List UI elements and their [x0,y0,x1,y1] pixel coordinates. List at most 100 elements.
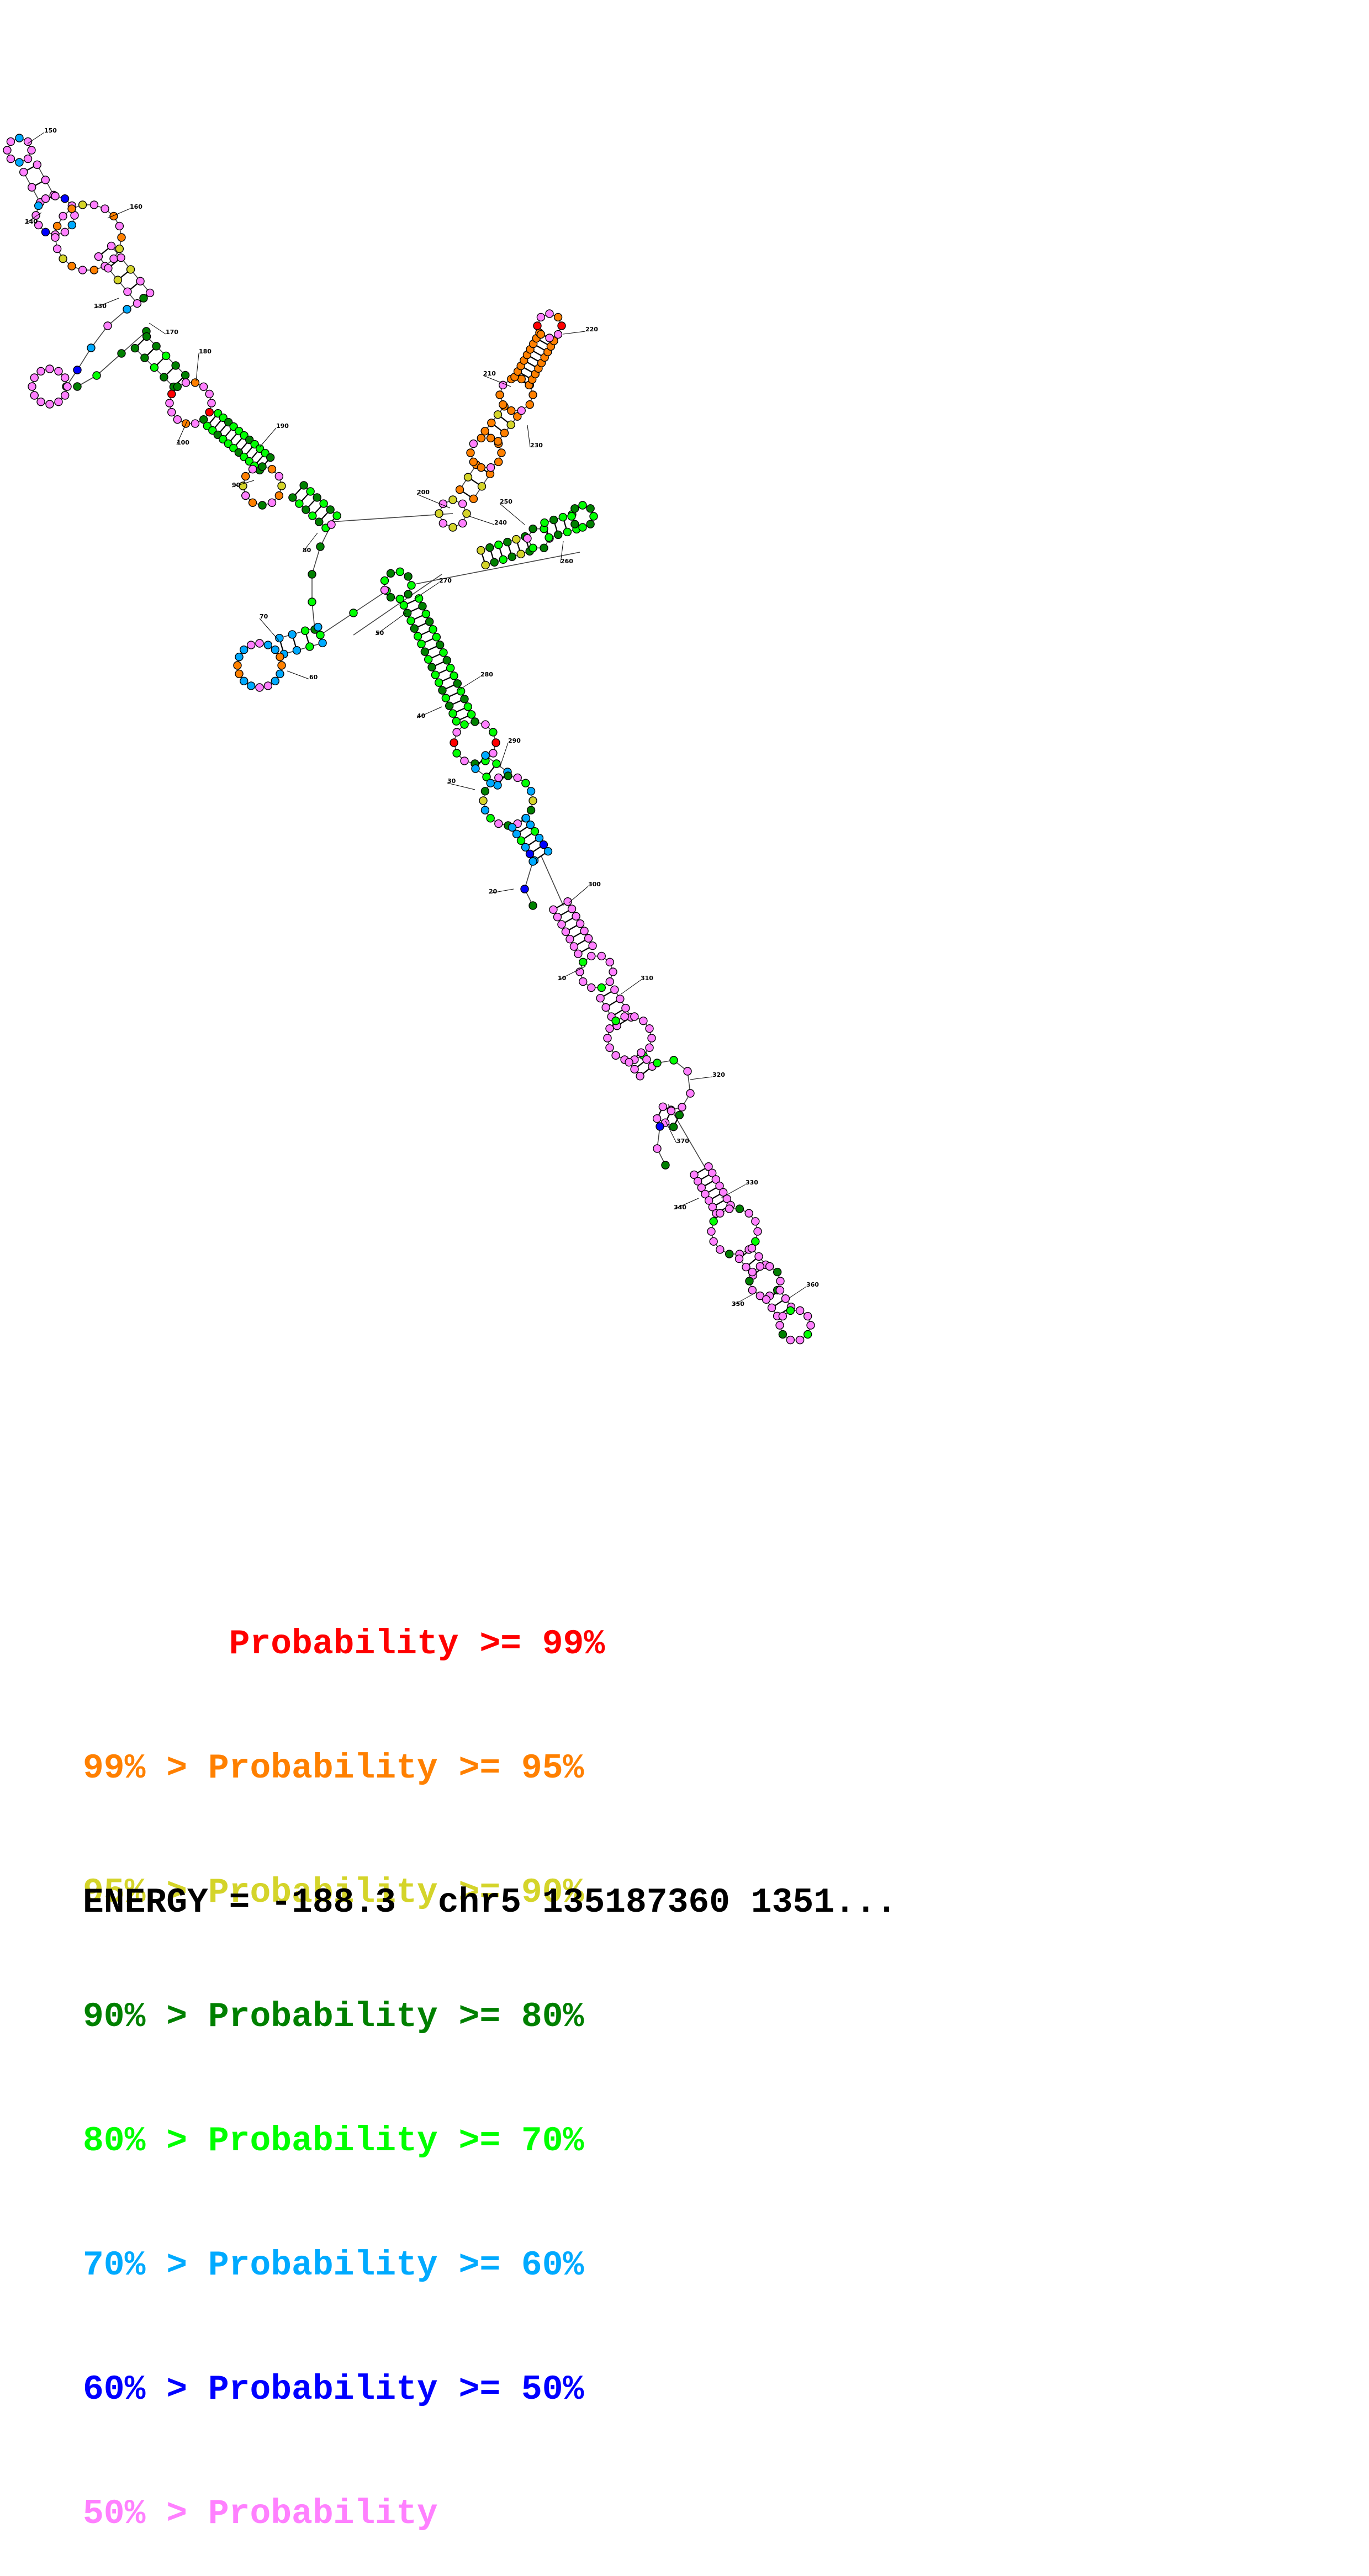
nucleotide [553,313,563,322]
nucleotide [563,897,572,906]
nucleotide [152,342,161,351]
nucleotide [308,597,316,606]
nucleotide [89,266,99,274]
nucleotide [73,382,82,391]
nucleotide [258,462,267,471]
nucleotide [15,134,24,142]
nucleotide [543,847,553,856]
position-label-100: 100 [177,439,189,446]
label-leader [557,966,586,981]
position-label-50: 50 [376,630,384,637]
nucleotide [471,717,479,726]
nucleotide [439,648,448,657]
nucleotide [575,919,585,928]
nucleotide [508,552,516,562]
nucleotide [504,771,512,780]
nucleotide [103,321,112,330]
nucleotide [425,617,434,626]
label-leader [27,132,45,144]
nucleotide [620,1012,629,1021]
legend-row-low: 50% > Probability [83,2494,438,2533]
nucleotide [747,1244,757,1253]
nucleotide [806,1321,815,1330]
nucleotide [754,1252,763,1261]
nucleotide [89,200,99,209]
nucleotide [73,366,82,374]
label-leader [563,331,586,335]
nucleotide [767,1303,776,1313]
nucleotide [380,576,389,585]
nucleotide [563,527,572,537]
nucleotide [41,194,50,203]
backbone-segment [524,861,533,890]
nucleotide [466,448,475,457]
nucleotide [553,530,563,539]
nucleotide [60,228,70,237]
nucleotide [173,415,182,424]
nucleotide [61,391,70,400]
nucleotide [658,1102,668,1111]
position-label-350: 350 [732,1300,744,1308]
nucleotide [241,491,250,500]
nucleotide [87,343,96,352]
nucleotide [263,681,273,690]
nucleotide [315,517,324,526]
nucleotide [276,669,284,679]
nucleotide [34,201,43,210]
nucleotide [117,349,126,358]
nucleotide [637,1048,646,1057]
nucleotide [526,820,535,829]
nucleotide [191,419,200,428]
backbone-segment [283,642,323,655]
nucleotide [480,806,490,814]
nucleotide [486,779,495,787]
backbone-segment [96,353,122,376]
nucleotide [78,266,87,274]
nucleotide [565,934,574,944]
nucleotide [450,738,458,747]
legend-row-80: 90% > Probability >= 80% [83,1997,584,2037]
nucleotide [499,555,508,564]
nucleotide [477,546,485,555]
nucleotide [493,781,502,790]
nucleotide [420,647,430,656]
nucleotide [539,840,548,849]
nucleotide [395,594,405,604]
position-label-300: 300 [588,881,601,888]
nucleotide [481,560,490,570]
nucleotide [516,836,526,845]
nucleotide [59,211,67,221]
label-leader [375,612,406,636]
backbone-segment [614,989,632,1018]
backbone-segment [484,406,505,432]
nucleotide [448,709,457,718]
backbone-segment [408,552,580,586]
nucleotide [471,764,480,773]
nucleotide [445,701,454,710]
nucleotide [399,601,409,610]
position-label-150: 150 [44,127,57,134]
nucleotide [107,241,116,251]
position-label-280: 280 [480,671,493,678]
nucleotide [642,1055,651,1064]
label-leader [287,670,310,680]
nucleotide [508,823,517,832]
nucleotide [235,669,244,679]
nucleotide [94,252,103,261]
nucleotide [403,609,412,617]
nucleotide [52,244,62,253]
nucleotide [587,983,596,992]
nucleotide [302,505,310,514]
label-leader [416,494,451,509]
backbone-segment [541,855,564,906]
nucleotide [745,1277,754,1286]
nucleotide [533,321,542,330]
nucleotide [630,1065,639,1073]
nucleotide [34,220,43,230]
nucleotide [500,429,509,437]
nucleotide [486,814,495,823]
nucleotide [267,464,277,474]
nucleotide [413,632,422,641]
nucleotide [775,1286,785,1295]
nucleotide [549,515,558,525]
